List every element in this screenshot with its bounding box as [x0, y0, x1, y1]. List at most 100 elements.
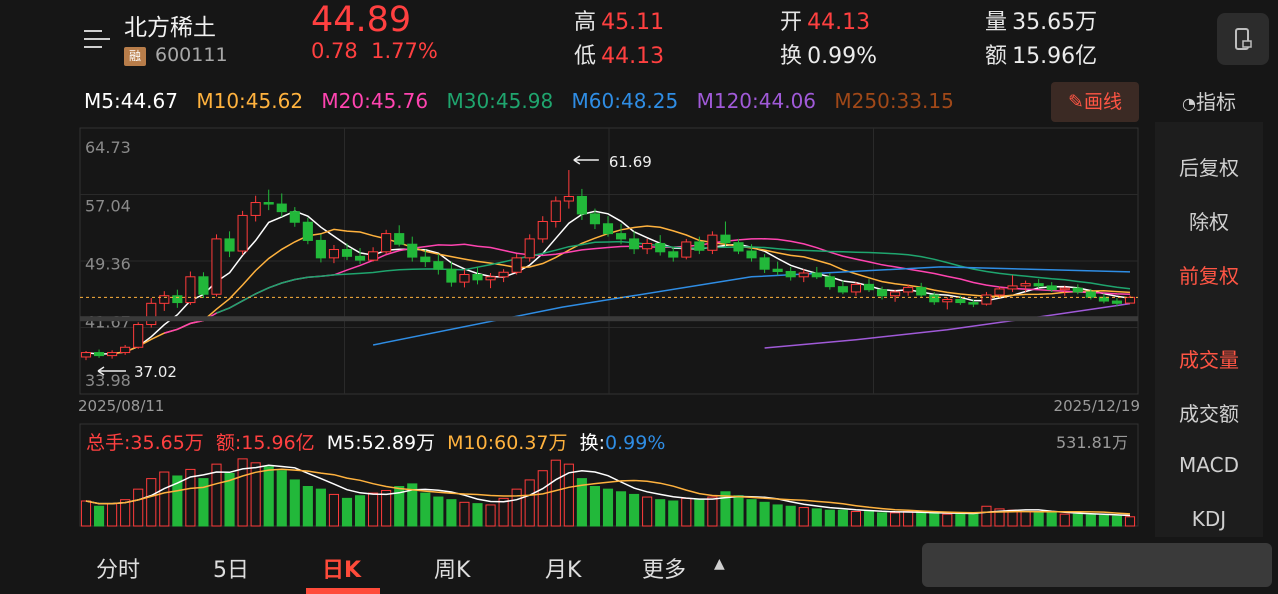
- side-item-back-adjust[interactable]: 后复权: [1179, 156, 1239, 180]
- volume-bar: [1072, 513, 1083, 527]
- volume-bar: [876, 512, 888, 527]
- amount-label: 额: [985, 44, 1008, 69]
- volume-bar: [550, 459, 561, 527]
- tab-daily-k[interactable]: 日K: [322, 558, 362, 583]
- tab-5day[interactable]: 5日: [213, 558, 249, 583]
- volume-bar: [472, 503, 483, 527]
- volume-bar: [981, 505, 992, 527]
- volume-bar: [733, 495, 744, 527]
- indicator-button[interactable]: ◔指标: [1182, 86, 1236, 115]
- kline-chart[interactable]: 64.73 57.04 49.36 41.67 33.98 2025/08/11 2025/…: [0, 0, 1150, 540]
- candle-body: [1124, 296, 1136, 304]
- volume-bar: [120, 499, 131, 527]
- highlight-band: [80, 316, 1138, 322]
- volume-bar: [107, 503, 118, 527]
- caret-up-icon[interactable]: ▲: [714, 556, 725, 572]
- volume-bar: [211, 463, 222, 527]
- candle-body: [250, 202, 261, 216]
- amount-value: 15.96亿: [1012, 44, 1098, 69]
- volume-bar: [289, 479, 300, 527]
- candle-body: [1059, 287, 1070, 291]
- candle-body: [759, 257, 770, 270]
- volume-bar: [694, 499, 705, 527]
- volume-bar: [198, 478, 209, 527]
- candle-body: [629, 238, 640, 250]
- volume-bar: [459, 501, 470, 527]
- min-price-label: 37.02: [134, 363, 177, 381]
- volume-bar: [302, 486, 313, 527]
- volume-bar: [994, 508, 1005, 527]
- volume-bar: [485, 504, 496, 527]
- tab-more[interactable]: 更多: [642, 558, 687, 583]
- ma120-value: M120:44.06: [696, 89, 817, 113]
- side-item-ex-rights[interactable]: 除权: [1189, 210, 1229, 234]
- ma10-value: M10:45.62: [196, 89, 304, 113]
- turnover-value: 0.99%: [807, 44, 877, 69]
- price-change-value: 0.78: [311, 39, 358, 63]
- open-stat: 开 44.13: [780, 4, 870, 36]
- volume-header: 总手:35.65万 额:15.96亿 M5:52.89万 M10:60.37万 …: [86, 428, 665, 455]
- volume-turnover: 0.99%: [605, 432, 666, 454]
- candle-body: [524, 238, 535, 259]
- candle-body: [850, 283, 862, 293]
- amount-stat: 额 15.96亿: [985, 38, 1097, 70]
- candle-body: [733, 242, 744, 252]
- volume-ma10-line: [85, 468, 1131, 515]
- volume-bar: [863, 511, 875, 527]
- volume-bar: [929, 512, 940, 527]
- pencil-icon: ✎: [1068, 91, 1084, 113]
- side-item-amount[interactable]: 成交额: [1179, 402, 1239, 426]
- side-item-macd[interactable]: MACD: [1179, 453, 1239, 477]
- volume-bar: [602, 488, 614, 527]
- volume-bar: [1020, 511, 1031, 527]
- volume-bar: [772, 504, 783, 527]
- candle-body: [446, 268, 457, 283]
- candle-body: [485, 276, 496, 281]
- tab-intraday[interactable]: 分时: [96, 558, 141, 583]
- volume-bar: [968, 512, 979, 527]
- volume-bar: [250, 462, 261, 527]
- tab-weekly-k[interactable]: 周K: [434, 558, 471, 583]
- candle-body: [642, 242, 653, 250]
- candle-body: [172, 295, 183, 304]
- side-item-volume[interactable]: 成交量: [1179, 348, 1239, 372]
- volume-bar: [328, 493, 340, 527]
- low-label: 低: [574, 44, 597, 69]
- menu-icon[interactable]: [84, 27, 110, 49]
- volume-bar: [1033, 512, 1044, 527]
- y-tick-label: 64.73: [85, 138, 131, 157]
- landscape-toggle-button[interactable]: [1217, 13, 1269, 65]
- draw-line-button[interactable]: ✎画线: [1051, 82, 1139, 122]
- y-tick-label: 41.67: [85, 313, 131, 332]
- turnover-stat: 换 0.99%: [780, 38, 877, 70]
- tab-monthly-k[interactable]: 月K: [545, 558, 582, 583]
- volume-m10: M10:60.37万: [447, 432, 568, 454]
- volume-bar: [1059, 513, 1070, 527]
- stock-name: 北方稀土: [124, 15, 216, 41]
- candle-body: [1007, 285, 1018, 290]
- side-item-forward-adjust[interactable]: 前复权: [1179, 264, 1239, 288]
- ma60-value: M60:48.25: [571, 89, 679, 113]
- candle-body: [681, 241, 692, 258]
- min-arrow-head: [97, 366, 105, 376]
- volume-bar: [1111, 515, 1123, 527]
- ma5-line: [85, 210, 1131, 355]
- x-start-label: 2025/08/11: [78, 397, 164, 415]
- candle-body: [589, 213, 601, 225]
- active-tab-indicator: [306, 588, 380, 594]
- volume-m5: M5:52.89万: [326, 432, 436, 454]
- ma5-value: M5:44.67: [84, 89, 178, 113]
- volume-bar: [798, 507, 809, 527]
- volume-amount: 额:15.96亿: [215, 432, 315, 454]
- volume-bar: [511, 488, 522, 527]
- side-item-kdj[interactable]: KDJ: [1191, 507, 1227, 531]
- candle-body: [354, 255, 366, 261]
- candle-body: [550, 200, 561, 222]
- candle-body: [498, 271, 509, 278]
- candle-body: [276, 203, 287, 213]
- volume-bar: [955, 513, 966, 527]
- low-stat: 低 44.13: [574, 38, 664, 70]
- candle-body: [942, 299, 953, 303]
- volume-bar: [785, 505, 796, 527]
- candle-body: [315, 239, 326, 259]
